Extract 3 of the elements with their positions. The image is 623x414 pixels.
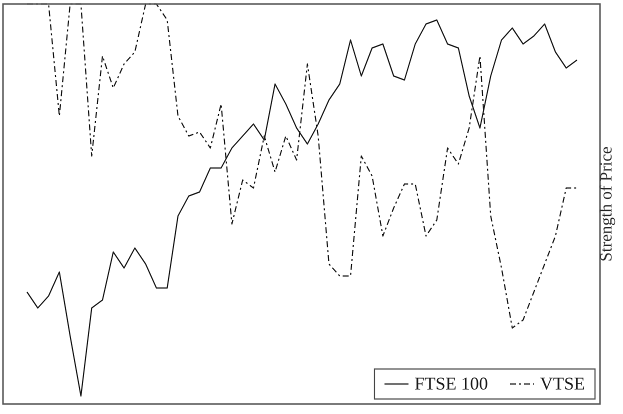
legend-label: VTSE <box>540 374 586 394</box>
y-axis-title: Strength of Price <box>596 146 616 262</box>
legend-label: FTSE 100 <box>414 374 488 394</box>
